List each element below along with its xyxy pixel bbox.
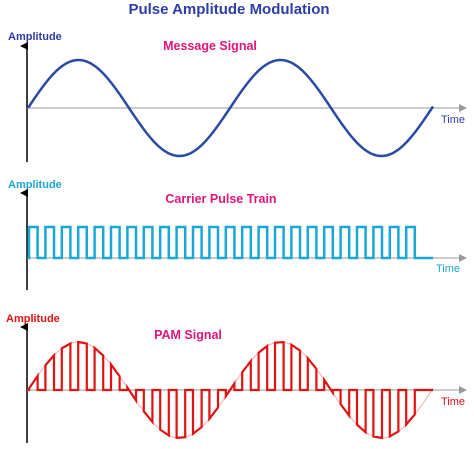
message-time-label: Time bbox=[441, 114, 465, 126]
pam-signal-panel: Amplitude Time PAM Signal bbox=[6, 313, 467, 443]
pam-time-label: Time bbox=[441, 396, 465, 408]
carrier-amplitude-label: Amplitude bbox=[8, 179, 62, 191]
diagram-title: Pulse Amplitude Modulation bbox=[128, 1, 329, 18]
pam-signal-heading: PAM Signal bbox=[154, 328, 222, 342]
carrier-pulse-train bbox=[27, 225, 433, 260]
pam-pulse-waveform bbox=[27, 340, 433, 440]
message-amplitude-label: Amplitude bbox=[8, 31, 62, 43]
message-signal-panel: Amplitude Time Message Signal bbox=[8, 31, 467, 162]
carrier-time-label: Time bbox=[436, 263, 460, 275]
message-signal-heading: Message Signal bbox=[163, 39, 257, 53]
carrier-pulse-panel: Amplitude Time Carrier Pulse Train bbox=[8, 179, 467, 290]
carrier-pulse-heading: Carrier Pulse Train bbox=[165, 192, 276, 206]
message-sine-wave bbox=[26, 58, 435, 158]
pam-amplitude-label: Amplitude bbox=[6, 313, 60, 325]
